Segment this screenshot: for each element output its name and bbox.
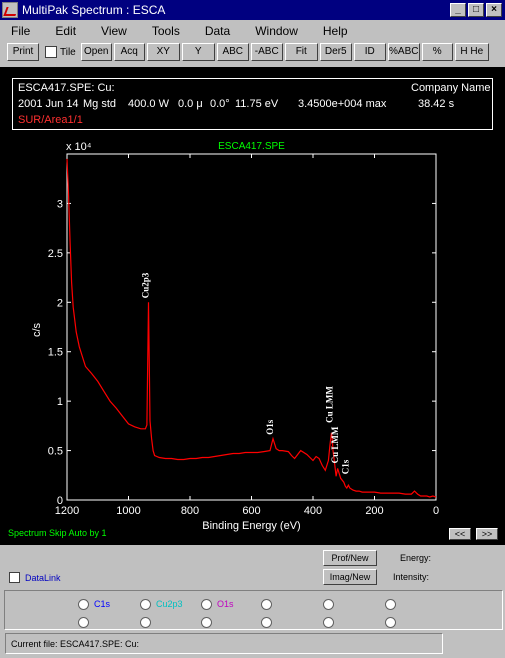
y-axis-label: c/s <box>31 322 43 337</box>
y-tick-label: 0 <box>57 495 63 507</box>
maximize-button[interactable]: □ <box>468 3 484 17</box>
y-axis-multiplier: x 10⁴ <box>66 141 92 153</box>
y-tick-label: 2.5 <box>48 248 63 260</box>
menu-view[interactable]: View <box>101 23 127 38</box>
menu-help[interactable]: Help <box>322 23 348 38</box>
info-area: SUR/Area1/1 <box>18 114 83 126</box>
peak-annotation: Cu2p3 <box>140 272 150 298</box>
y-button[interactable]: Y <box>181 43 215 61</box>
x-tick-label: 1200 <box>55 505 79 517</box>
energy-label: Energy: <box>400 553 432 563</box>
prof-new-button[interactable]: Prof/New <box>323 550 377 566</box>
info-source: Mg std <box>83 98 117 110</box>
minus-abc-button[interactable]: -ABC <box>250 43 283 61</box>
prev-spectrum-button[interactable]: << <box>449 528 471 540</box>
menu-file[interactable]: File <box>11 23 31 38</box>
menu-data[interactable]: Data <box>204 23 231 38</box>
info-size: 0.0 μ <box>178 98 203 110</box>
datalink-checkbox[interactable] <box>9 572 20 583</box>
open-button[interactable]: Open <box>80 43 112 61</box>
y-tick-label: 1 <box>57 396 63 408</box>
print-button[interactable]: Print <box>7 43 39 61</box>
abc-button[interactable]: ABC <box>216 43 249 61</box>
imag-new-button[interactable]: Imag/New <box>323 569 377 585</box>
region-radio-empty-7[interactable] <box>261 617 272 628</box>
peak-annotation: Cu LMM <box>330 426 340 463</box>
peak-annotation: O1s <box>265 419 275 435</box>
region-radio-empty-9[interactable] <box>385 617 396 628</box>
plot-status: Spectrum Skip Auto by 1 <box>8 528 107 538</box>
app-icon[interactable] <box>2 2 18 18</box>
spectrum-info-box: ESCA417.SPE: Cu: Company Name 2001 Jun 1… <box>12 78 493 130</box>
region-panel: C1s Cu2p3 O1s <box>4 590 503 630</box>
spectrum-line <box>66 158 437 498</box>
percent-abc-button[interactable]: %ABC <box>387 43 420 61</box>
info-pass-energy: 11.75 eV <box>235 98 279 110</box>
x-tick-label: 600 <box>242 505 260 517</box>
acq-button[interactable]: Acq <box>113 43 145 61</box>
region-radio-empty-2[interactable] <box>323 599 334 610</box>
info-company: Company Name <box>411 82 491 94</box>
menu-window[interactable]: Window <box>255 23 298 38</box>
next-spectrum-button[interactable]: >> <box>476 528 498 540</box>
menu-tools[interactable]: Tools <box>151 23 180 38</box>
spectrum-chart[interactable]: 1200 1000 800 600 400 200 0 0 0.5 1 1.5 2 2.5 3 ESCA41… <box>0 67 505 545</box>
plot-frame <box>66 153 437 501</box>
region-radio-empty-8[interactable] <box>323 617 334 628</box>
x-tick-label: 1000 <box>116 505 140 517</box>
close-button[interactable]: × <box>486 3 502 17</box>
y-tick-label: 1.5 <box>48 347 63 359</box>
y-tick-label: 3 <box>57 198 63 210</box>
bottom-controls: Prof/New Imag/New Energy: Intensity: Dat… <box>0 545 505 590</box>
region-radio-empty-3[interactable] <box>385 599 396 610</box>
xy-button[interactable]: XY <box>146 43 180 61</box>
x-tick-label: 800 <box>181 505 199 517</box>
x-tick-label: 0 <box>433 505 439 517</box>
h-he-button[interactable]: H He <box>454 43 489 61</box>
info-file: ESCA417.SPE: Cu: <box>18 82 115 94</box>
region-radio-c1s[interactable] <box>78 599 89 610</box>
menu-edit[interactable]: Edit <box>55 23 77 38</box>
minimize-button[interactable]: _ <box>450 3 466 17</box>
region-radio-empty-5[interactable] <box>140 617 151 628</box>
info-time: 38.42 s <box>418 98 455 110</box>
datalink-label: DataLink <box>25 573 61 583</box>
y-tick-label: 2 <box>57 297 63 309</box>
info-power: 400.0 W <box>128 98 169 110</box>
title-bar: MultiPak Spectrum : ESCA _ □ × <box>0 0 505 20</box>
region-label-c1s: C1s <box>94 599 111 609</box>
fit-button[interactable]: Fit <box>284 43 318 61</box>
menu-bar: File Edit View Tools Data Window Help <box>0 20 505 41</box>
region-radio-cu2p3[interactable] <box>140 599 151 610</box>
der5-button[interactable]: Der5 <box>319 43 352 61</box>
info-max: 3.4500e+004 max <box>298 98 387 110</box>
peak-annotation: Cu LMM <box>324 386 334 423</box>
region-radio-empty-6[interactable] <box>201 617 212 628</box>
id-button[interactable]: ID <box>353 43 386 61</box>
current-file-status: Current file: ESCA417.SPE: Cu: <box>5 633 443 654</box>
info-angle: 0.0° <box>210 98 230 110</box>
info-date: 2001 Jun 14 <box>18 98 79 110</box>
spectrum-plot-area: ESCA417.SPE: Cu: Company Name 2001 Jun 1… <box>0 67 505 545</box>
x-axis-label: Binding Energy (eV) <box>202 520 300 532</box>
y-tick-label: 0.5 <box>48 446 63 458</box>
percent-button[interactable]: % <box>421 43 453 61</box>
intensity-label: Intensity: <box>393 572 430 582</box>
region-radio-empty-1[interactable] <box>261 599 272 610</box>
chart-title: ESCA417.SPE <box>218 141 285 152</box>
region-label-o1s: O1s <box>217 599 234 609</box>
toolbar: Print Tile Open Acq XY Y ABC -ABC Fit De… <box>7 43 491 61</box>
tile-checkbox[interactable] <box>45 46 57 58</box>
region-radio-o1s[interactable] <box>201 599 212 610</box>
x-tick-label: 200 <box>365 505 383 517</box>
x-tick-label: 400 <box>304 505 322 517</box>
window-title: MultiPak Spectrum : ESCA <box>22 3 166 17</box>
tile-label: Tile <box>60 46 76 58</box>
peak-annotation: C1s <box>340 459 350 474</box>
region-label-cu2p3: Cu2p3 <box>156 599 183 609</box>
region-radio-empty-4[interactable] <box>78 617 89 628</box>
